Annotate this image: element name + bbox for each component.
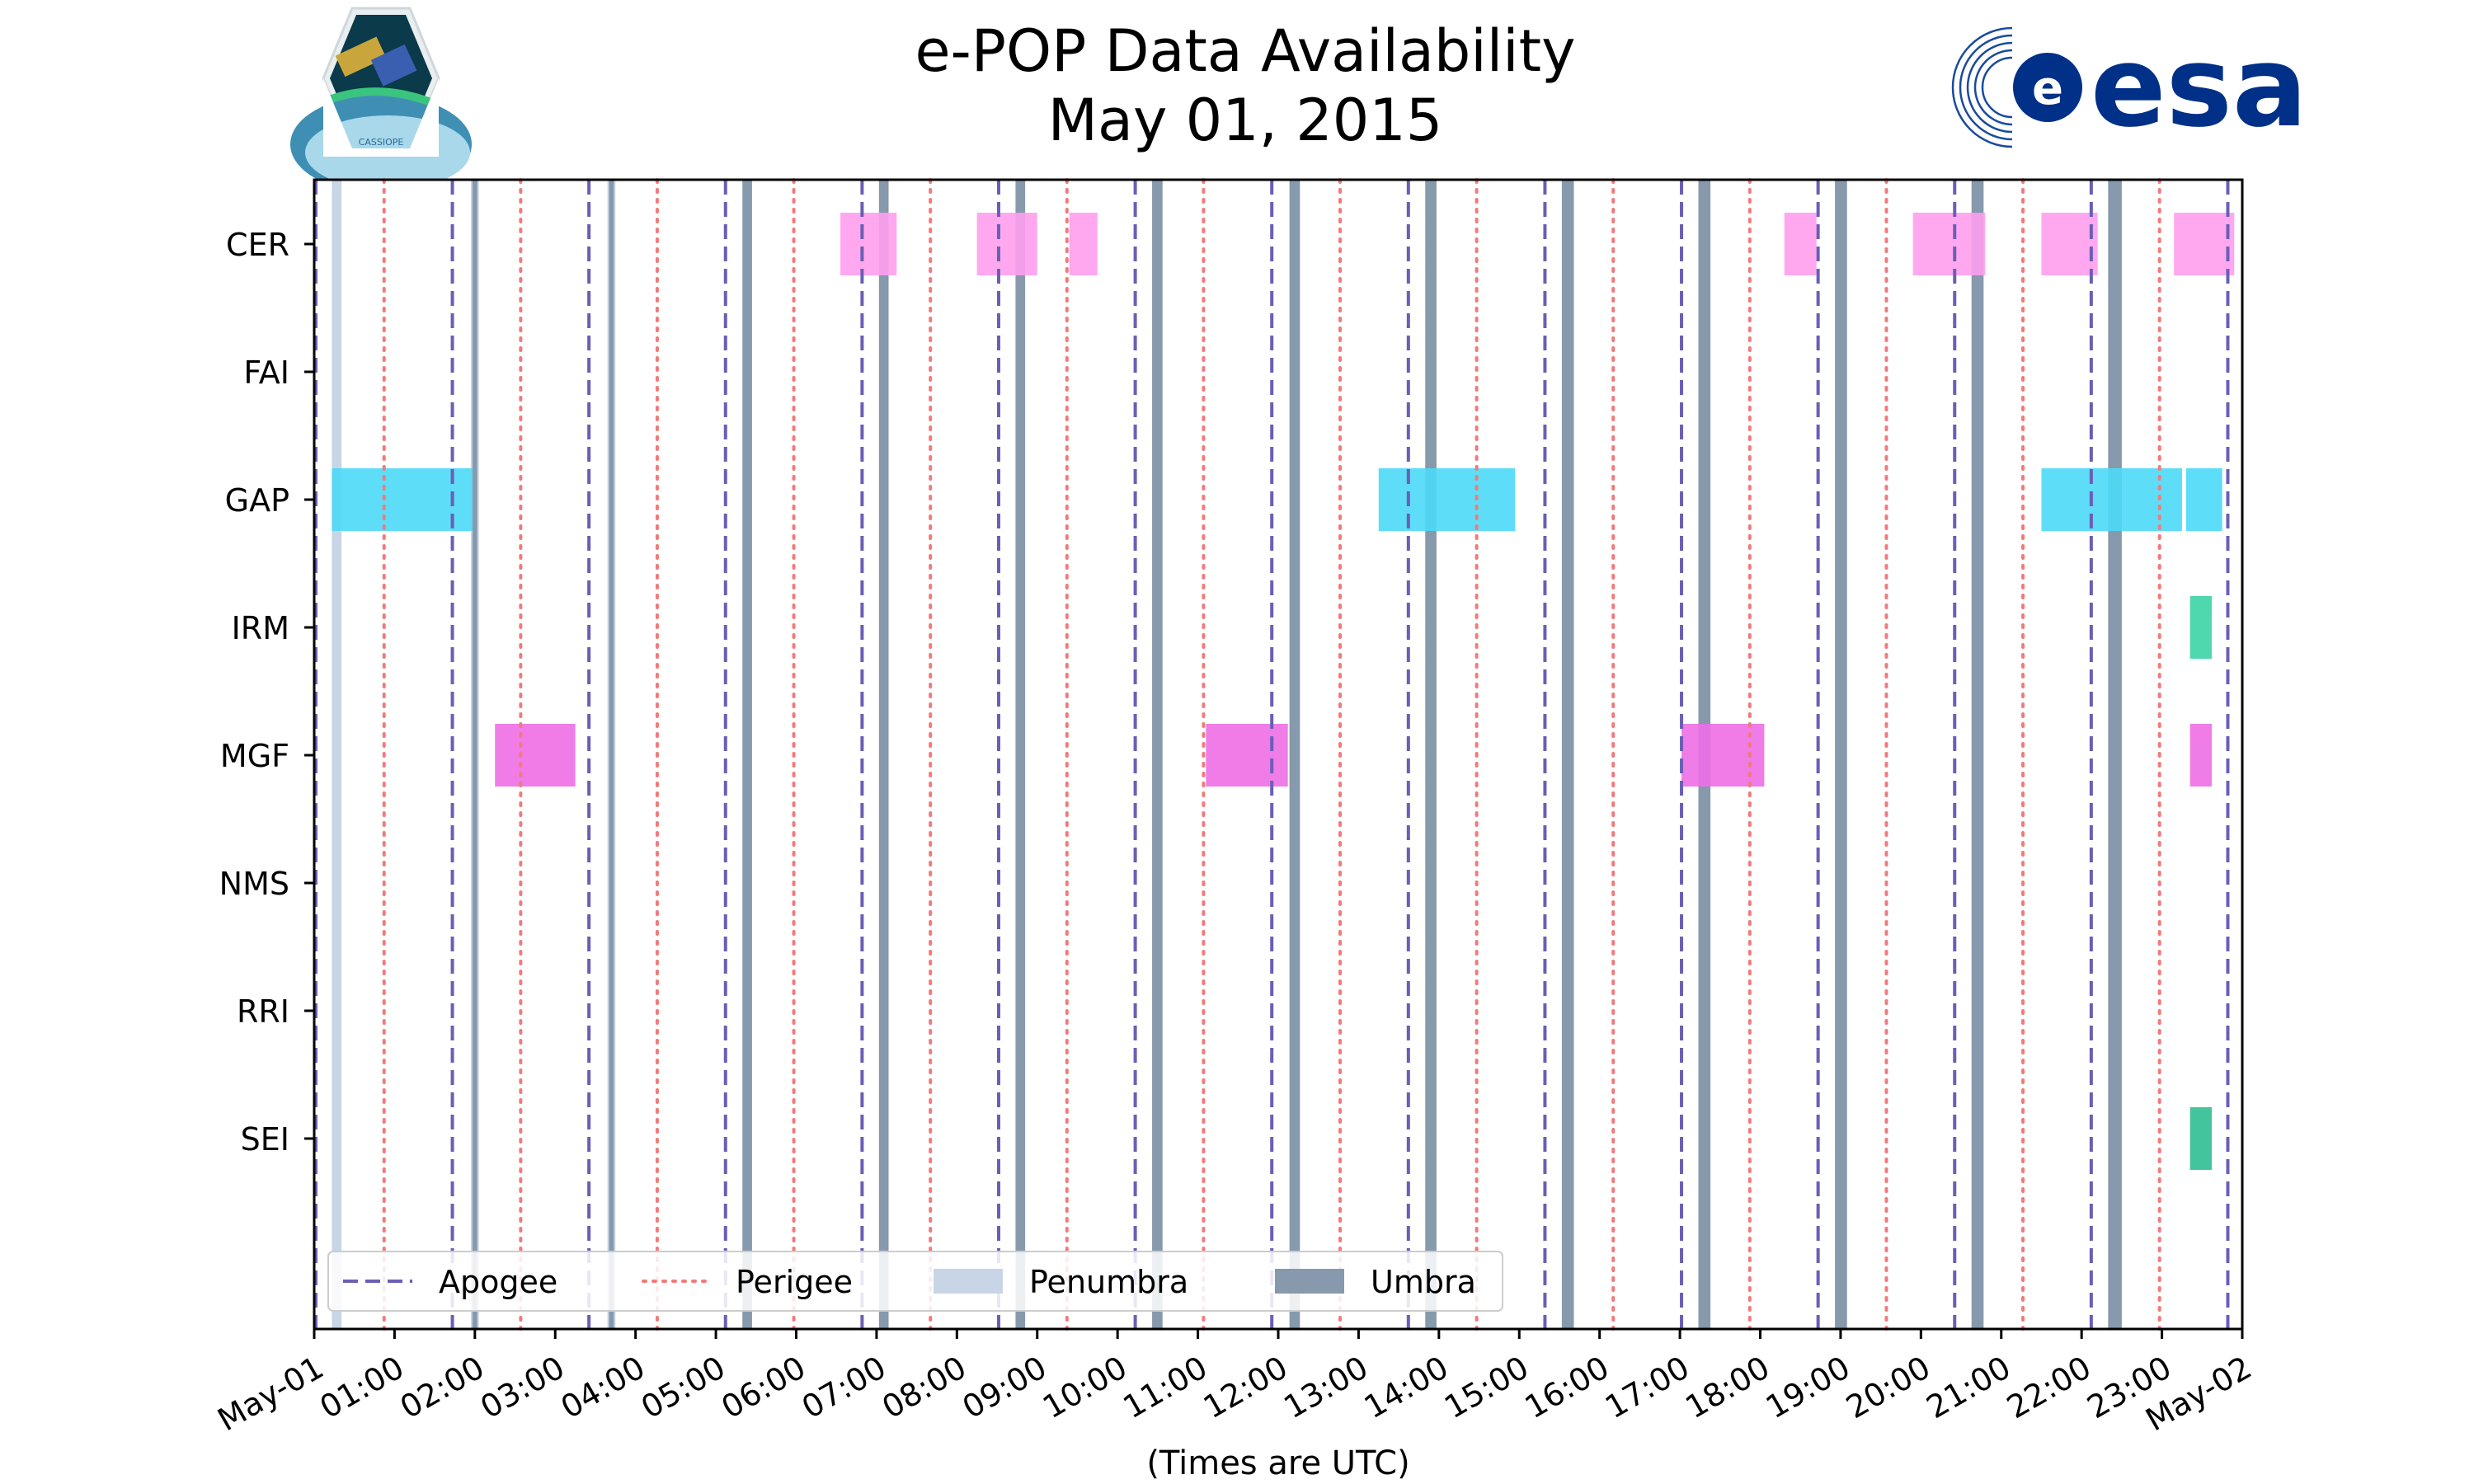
x-tick-label-15: 15:00 xyxy=(1438,1349,1535,1425)
coverage-bar-mgf-0 xyxy=(495,724,576,787)
x-tick-label-19: 19:00 xyxy=(1760,1349,1856,1425)
chart-title-line-1: e-POP Data Availability xyxy=(915,17,1575,85)
coverage-bar-cer-4 xyxy=(1912,213,1986,275)
coverage-bar-mgf-1 xyxy=(1206,724,1288,787)
y-tick-label-fai: FAI xyxy=(243,355,289,391)
coverage-bar-cer-5 xyxy=(2041,213,2098,275)
y-tick-label-cer: CER xyxy=(226,227,289,263)
x-tick-label-4: 04:00 xyxy=(555,1349,651,1425)
x-tick-label-3: 03:00 xyxy=(474,1349,571,1425)
y-axis: CER FAI GAP IRM MGF NMS RRI SEI xyxy=(219,227,314,1158)
orbit-lines xyxy=(313,178,2230,1331)
umbra-band-5 xyxy=(1152,180,1163,1329)
coverage-bar-gap-0 xyxy=(332,468,473,531)
umbra-band-1 xyxy=(609,180,614,1329)
x-tick-label-8: 08:00 xyxy=(876,1349,972,1425)
legend-box xyxy=(327,1251,1503,1312)
x-tick-label-5: 05:00 xyxy=(635,1349,731,1425)
cassiope-logo: CASSIOPE xyxy=(290,7,472,194)
x-tick-label-14: 14:00 xyxy=(1358,1349,1455,1425)
x-axis: May-0101:0002:0003:0004:0005:0006:0007:0… xyxy=(212,1329,2258,1438)
umbra-band-8 xyxy=(1561,180,1574,1329)
coverage-bar-sei-0 xyxy=(2189,1107,2212,1170)
x-tick-label-12: 12:00 xyxy=(1197,1349,1294,1425)
umbra-band-4 xyxy=(1015,180,1026,1329)
x-tick-label-20: 20:00 xyxy=(1840,1349,1936,1425)
x-tick-label-22: 22:00 xyxy=(2001,1349,2097,1425)
coverage-bar-gap-1 xyxy=(1378,468,1516,531)
x-tick-label-13: 13:00 xyxy=(1277,1349,1374,1425)
legend-label-perigee: Perigee xyxy=(736,1264,853,1300)
coverage-bar-cer-6 xyxy=(2174,213,2235,275)
coverage-bar-gap-3 xyxy=(2185,468,2222,531)
y-tick-label-irm: IRM xyxy=(232,610,289,646)
x-tick-label-1: 01:00 xyxy=(313,1349,410,1425)
umbra-band-12 xyxy=(2108,180,2122,1329)
coverage-bar-cer-0 xyxy=(840,213,897,275)
x-tick-label-17: 17:00 xyxy=(1599,1349,1696,1425)
legend-label-apogee: Apogee xyxy=(439,1264,557,1300)
x-tick-label-11: 11:00 xyxy=(1117,1349,1213,1425)
x-tick-label-16: 16:00 xyxy=(1519,1349,1616,1425)
legend-swatch-umbra xyxy=(1275,1269,1344,1294)
x-tick-label-2: 02:00 xyxy=(394,1349,491,1425)
y-tick-label-gap: GAP xyxy=(225,482,289,519)
coverage-bar-cer-3 xyxy=(1784,213,1817,275)
umbra-band-3 xyxy=(878,180,889,1329)
legend: Apogee Perigee Penumbra Umbra xyxy=(327,1251,1503,1312)
umbra-band-10 xyxy=(1835,180,1847,1329)
penumbra-band-0 xyxy=(332,180,342,1329)
umbra-band-7 xyxy=(1425,180,1437,1329)
svg-text:CASSIOPE: CASSIOPE xyxy=(359,137,404,148)
coverage-bar-cer-1 xyxy=(976,213,1037,275)
umbra-band-0 xyxy=(472,180,477,1329)
esa-logo: e esa xyxy=(1951,22,2307,152)
x-tick-label-18: 18:00 xyxy=(1679,1349,1776,1425)
x-tick-label-9: 09:00 xyxy=(957,1349,1053,1425)
x-axis-label: (Times are UTC) xyxy=(1146,1444,1409,1482)
x-tick-label-0: May-01 xyxy=(212,1349,330,1438)
coverage-bar-cer-2 xyxy=(1069,213,1098,275)
umbra-band-2 xyxy=(742,180,752,1329)
chart-title-line-2: May 01, 2015 xyxy=(1048,87,1443,154)
x-tick-label-10: 10:00 xyxy=(1037,1349,1133,1425)
y-tick-label-rri: RRI xyxy=(237,993,289,1030)
legend-swatch-penumbra xyxy=(934,1269,1003,1294)
umbra-band-6 xyxy=(1289,180,1300,1329)
legend-label-penumbra: Penumbra xyxy=(1029,1264,1188,1300)
x-tick-label-21: 21:00 xyxy=(1921,1349,2017,1425)
legend-label-umbra: Umbra xyxy=(1371,1264,1476,1300)
coverage-bar-mgf-2 xyxy=(1681,724,1765,787)
x-tick-label-7: 07:00 xyxy=(796,1349,892,1425)
coverage-bar-mgf-3 xyxy=(2189,724,2212,787)
coverage-bar-irm-0 xyxy=(2189,596,2212,659)
umbra-band-11 xyxy=(1971,180,1984,1329)
y-tick-label-mgf: MGF xyxy=(220,738,289,774)
y-tick-label-nms: NMS xyxy=(219,866,289,902)
svg-text:e: e xyxy=(2032,62,2063,115)
x-tick-label-6: 06:00 xyxy=(715,1349,811,1425)
esa-logo-text: esa xyxy=(2091,22,2307,152)
y-tick-label-sei: SEI xyxy=(241,1121,289,1158)
